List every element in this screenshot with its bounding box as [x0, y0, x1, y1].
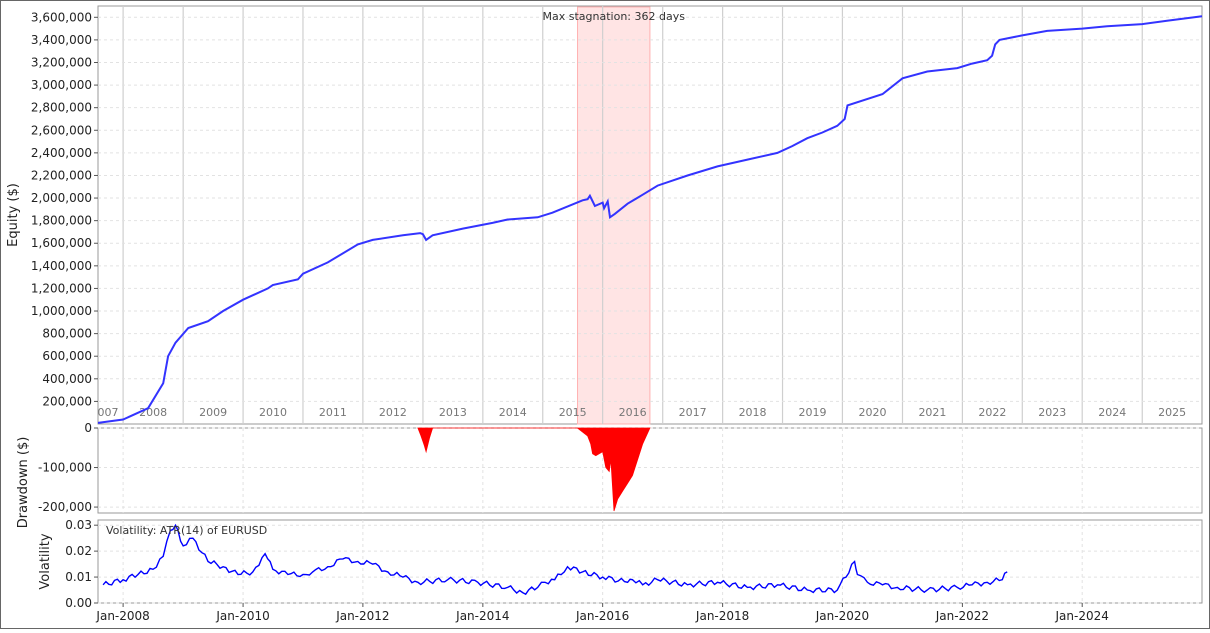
volatility-panel: 0.00 0.01 0.02 0.03 Jan-2008 Jan-2010 Jan-201… [38, 518, 1203, 623]
y-tick-label: 800,000 [42, 327, 92, 341]
y-tick-label: 400,000 [42, 372, 92, 386]
volatility-line [102, 523, 1008, 596]
year-label: 2023 [1038, 406, 1066, 419]
equity-y-ticks: 200,000 400,000 600,000 800,000 1,000,000 1,2… [31, 10, 98, 408]
y-tick-label: 1,800,000 [31, 214, 92, 228]
y-tick-label: 2,400,000 [31, 146, 92, 160]
x-tick-label: Jan-2012 [335, 609, 389, 623]
y-tick-label: 2,600,000 [31, 123, 92, 137]
x-tick-label: Jan-2010 [215, 609, 269, 623]
drawdown-plot-area [97, 427, 1203, 514]
y-tick-label: 0.03 [65, 518, 92, 532]
y-tick-label: 1,400,000 [31, 259, 92, 273]
y-tick-label: 1,200,000 [31, 281, 92, 295]
drawdown-y-ticks: 0 -100,000 -200,000 [38, 421, 98, 514]
x-tick-label: Jan-2016 [575, 609, 629, 623]
x-tick-label: Jan-2022 [935, 609, 989, 623]
year-label: 2011 [319, 406, 347, 419]
year-label: 2025 [1158, 406, 1186, 419]
x-tick-label: Jan-2014 [455, 609, 509, 623]
year-label: 2010 [259, 406, 287, 419]
x-tick-label: Jan-2020 [815, 609, 869, 623]
volatility-y-ticks: 0.00 0.01 0.02 0.03 [65, 518, 98, 610]
year-label: 2015 [559, 406, 587, 419]
year-label: 2009 [199, 406, 227, 419]
y-tick-label: 3,000,000 [31, 78, 92, 92]
y-tick-label: 0.01 [65, 570, 92, 584]
year-label: 2020 [858, 406, 886, 419]
year-label: 2019 [798, 406, 826, 419]
y-tick-label: 2,000,000 [31, 191, 92, 205]
volatility-series [102, 523, 1008, 596]
volatility-x-ticks: Jan-2008 Jan-2010 Jan-2012 Jan-2014 Jan-2016… [95, 603, 1109, 623]
year-label: 2017 [679, 406, 707, 419]
year-label: 2014 [499, 406, 527, 419]
equity-series [97, 15, 1203, 424]
equity-grid [98, 6, 1202, 424]
year-label: 2018 [739, 406, 767, 419]
drawdown-panel: 0 -100,000 -200,000 Drawdown ($) [16, 421, 1203, 529]
y-tick-label: 0.00 [65, 596, 92, 610]
y-tick-label: 0.02 [65, 544, 92, 558]
volatility-y-label: Volatility [38, 533, 53, 589]
y-tick-label: 200,000 [42, 394, 92, 408]
year-label: 2008 [139, 406, 167, 419]
volatility-grid [98, 520, 1202, 604]
y-tick-label: 2,200,000 [31, 168, 92, 182]
y-tick-label: 3,600,000 [31, 10, 92, 24]
x-tick-label: Jan-2024 [1055, 609, 1109, 623]
equity-year-labels: 007 2008 2009 2010 2011 2012 2013 2014 2015 2016 2… [98, 406, 1187, 419]
equity-y-label: Equity ($) [6, 183, 21, 247]
y-tick-label: 2,800,000 [31, 101, 92, 115]
year-label: 2016 [619, 406, 647, 419]
drawdown-y-label: Drawdown ($) [16, 437, 31, 529]
drawdown-area [417, 427, 651, 512]
equity-line [97, 15, 1203, 424]
year-label: 2021 [918, 406, 946, 419]
year-label: 2024 [1098, 406, 1126, 419]
equity-panel: 200,000 400,000 600,000 800,000 1,000,000 1,2… [6, 5, 1203, 425]
y-tick-label: 0 [84, 421, 92, 435]
year-label: 2022 [978, 406, 1006, 419]
x-tick-label: Jan-2018 [695, 609, 749, 623]
volatility-plot-area [97, 519, 1203, 604]
drawdown-series [417, 427, 651, 512]
year-label: 2012 [379, 406, 407, 419]
y-tick-label: 3,200,000 [31, 55, 92, 69]
volatility-legend: Volatility: ATR(14) of EURUSD [106, 524, 267, 537]
y-tick-label: 1,000,000 [31, 304, 92, 318]
year-label: 2013 [439, 406, 467, 419]
y-tick-label: 600,000 [42, 349, 92, 363]
y-tick-label: -200,000 [38, 500, 92, 514]
y-tick-label: 1,600,000 [31, 236, 92, 250]
y-tick-label: -100,000 [38, 461, 92, 475]
year-label: 007 [98, 406, 119, 419]
stagnation-annotation: Max stagnation: 362 days [543, 10, 686, 23]
y-tick-label: 3,400,000 [31, 33, 92, 47]
x-tick-label: Jan-2008 [95, 609, 149, 623]
